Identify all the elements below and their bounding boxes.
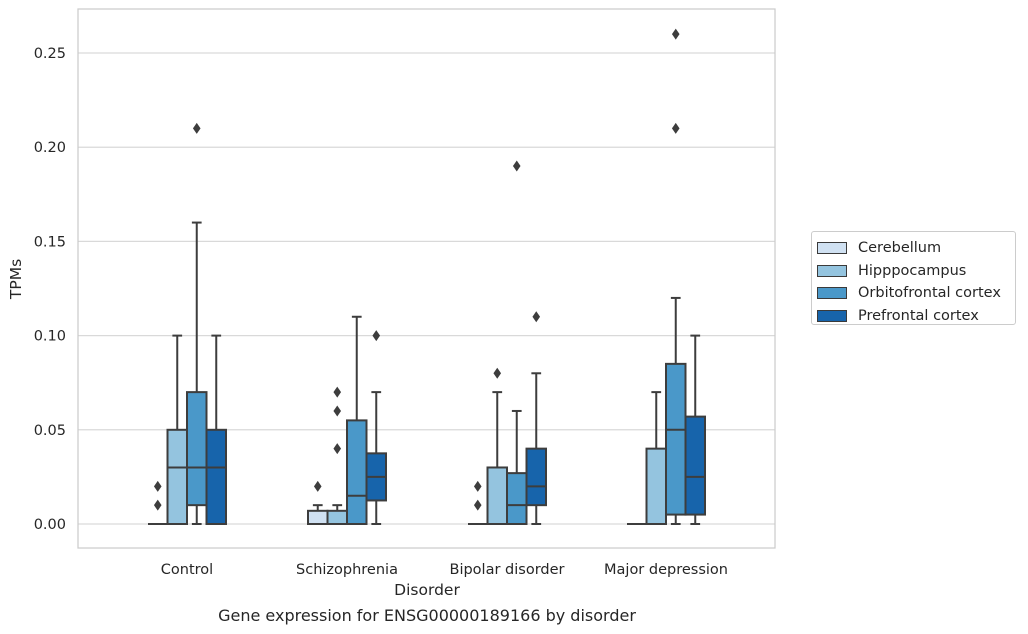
outlier-point — [671, 122, 680, 134]
plot-area-frame — [77, 8, 776, 549]
box-iqr — [186, 391, 208, 507]
box-prefrontal-cortex — [525, 311, 547, 525]
legend: Cerebellum Hipppocampus Orbitofrontal co… — [811, 231, 1016, 325]
x-tick-label: Major depression — [604, 562, 728, 578]
box-cerebellum — [468, 480, 488, 525]
legend-item: Prefrontal cortex — [817, 305, 1015, 328]
y-tick-label: 0.15 — [34, 234, 66, 250]
box-cerebellum — [307, 480, 329, 526]
legend-label: Orbitofrontal cortex — [858, 285, 1001, 302]
box-iqr — [665, 362, 687, 516]
box-iqr — [684, 415, 706, 516]
y-tick-label: 0.00 — [34, 517, 66, 533]
x-tick-label: Control — [161, 562, 213, 578]
y-axis-label: TPMs — [7, 259, 25, 300]
box-iqr — [166, 428, 188, 525]
box-iqr — [346, 419, 368, 526]
axis-tick-labels: 0.00 0.05 0.10 0.15 0.20 0.25 Control Schizophr… — [34, 46, 728, 578]
box-iqr — [307, 509, 329, 526]
box-orbitofrontal-cortex — [186, 122, 208, 525]
y-tick-label: 0.05 — [34, 423, 66, 439]
x-axis-label: Disorder — [394, 581, 460, 599]
outlier-point — [671, 28, 680, 40]
x-tick-label: Schizophrenia — [296, 562, 398, 578]
legend-item: Cerebellum — [817, 237, 1015, 260]
box-iqr — [326, 509, 348, 526]
x-tick-label: Bipolar disorder — [450, 562, 565, 578]
legend-label: Prefrontal cortex — [858, 307, 979, 324]
box-prefrontal-cortex — [365, 330, 387, 525]
box-iqr — [506, 472, 528, 525]
figure-caption: Gene expression for ENSG00000189166 by d… — [218, 606, 636, 625]
outlier-point — [333, 405, 342, 417]
outlier-point — [372, 330, 381, 342]
outlier-point — [493, 367, 502, 379]
box-hipppocampus — [645, 391, 667, 526]
box-iqr — [645, 447, 667, 526]
box-orbitofrontal-cortex — [665, 28, 687, 525]
outlier-point — [192, 122, 201, 134]
y-tick-label: 0.10 — [34, 329, 66, 345]
box-orbitofrontal-cortex — [346, 315, 368, 526]
box-cerebellum — [148, 480, 168, 525]
box-prefrontal-cortex — [205, 334, 227, 525]
legend-swatch — [817, 242, 847, 255]
box-hipppocampus — [486, 367, 508, 526]
box-hipppocampus — [326, 386, 348, 526]
box-hipppocampus — [166, 334, 188, 525]
outlier-point — [313, 480, 322, 492]
box-iqr — [525, 447, 547, 507]
box-prefrontal-cortex — [684, 334, 706, 525]
box-orbitofrontal-cortex — [506, 160, 528, 525]
outlier-point — [153, 499, 162, 511]
box-iqr — [205, 428, 227, 525]
outlier-point — [532, 311, 541, 323]
legend-swatch — [817, 309, 847, 322]
outlier-point — [473, 499, 482, 511]
y-tick-label: 0.25 — [34, 46, 66, 62]
outlier-point — [333, 386, 342, 398]
outlier-point — [473, 480, 482, 492]
legend-item: Orbitofrontal cortex — [817, 282, 1015, 305]
legend-label: Cerebellum — [858, 240, 942, 257]
outlier-point — [153, 480, 162, 492]
legend-item: Hipppocampus — [817, 260, 1015, 283]
outlier-point — [333, 443, 342, 455]
legend-label: Hipppocampus — [858, 262, 967, 279]
outlier-point — [512, 160, 521, 172]
legend-swatch — [817, 287, 847, 300]
legend-swatch — [817, 264, 847, 277]
y-tick-label: 0.20 — [34, 140, 66, 156]
box-marks — [148, 28, 706, 526]
box-iqr — [486, 466, 508, 526]
